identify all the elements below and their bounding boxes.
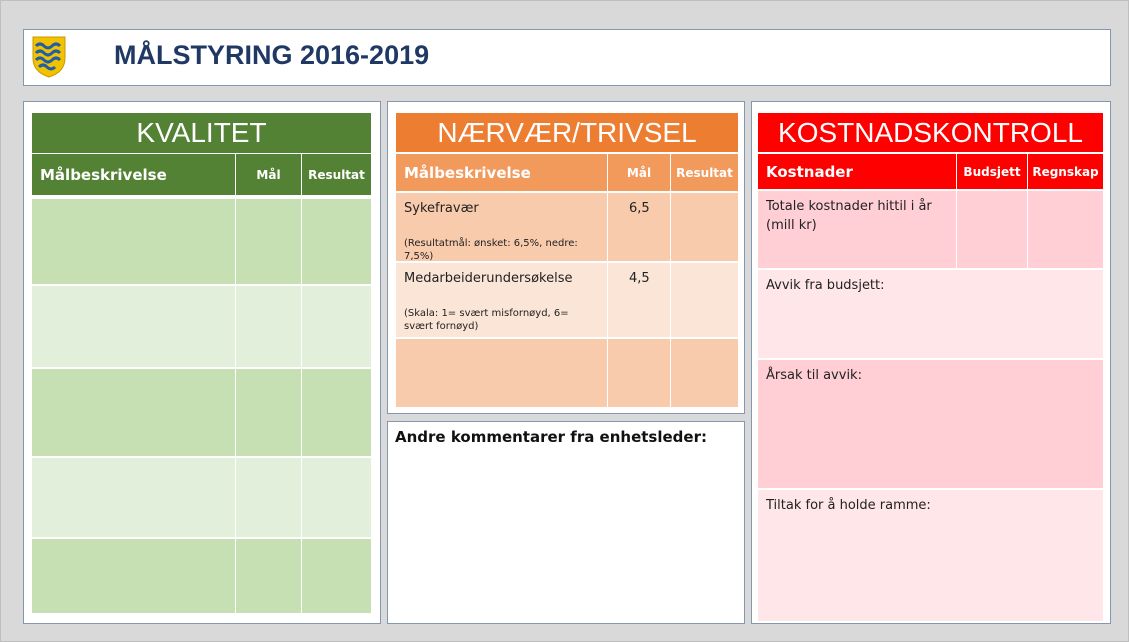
table-cell (396, 263, 607, 337)
table-cell (1028, 191, 1103, 268)
column-header: Resultat (671, 154, 738, 191)
table-cell (671, 339, 738, 407)
row-note: (Skala: 1= svært misfornøyd, 6= svært fo… (404, 308, 569, 332)
section-title: KOSTNADSKONTROLL (758, 113, 1103, 152)
table-cell (236, 286, 301, 367)
table-cell (758, 360, 1103, 488)
table-cell (302, 286, 371, 367)
table-cell (236, 369, 301, 456)
table-cell (758, 490, 1103, 621)
table-cell (302, 539, 371, 613)
comments-panel: Andre kommentarer fra enhetsleder: (387, 421, 745, 624)
row-label: Totale kostnader hittil i år (mill kr) (766, 199, 932, 233)
title: MÅLSTYRING 2016-2019 (114, 40, 430, 70)
table-cell (32, 539, 235, 613)
table-cell (396, 193, 607, 261)
row-label: Medarbeiderundersøkelse (404, 271, 573, 286)
row-label: Avvik fra budsjett: (766, 278, 885, 293)
table-cell (302, 199, 371, 284)
table-cell (671, 263, 738, 337)
table-cell (608, 193, 670, 261)
logo (32, 36, 66, 78)
column-header: Målbeskrivelse (396, 154, 607, 191)
column-header: Målbeskrivelse (32, 154, 235, 195)
table-cell (236, 458, 301, 537)
column-header: Kostnader (758, 154, 956, 189)
table-cell (32, 458, 235, 537)
table-cell (32, 286, 235, 367)
table-cell (236, 199, 301, 284)
table-cell (671, 193, 738, 261)
comments-title: Andre kommentarer fra enhetsleder: (395, 428, 707, 446)
row-label: Årsak til avvik: (766, 368, 862, 383)
column-header: Mål (236, 154, 301, 195)
header: MÅLSTYRING 2016-2019 (23, 29, 1111, 86)
column-header: Mål (608, 154, 670, 191)
column-header: Regnskap (1028, 154, 1103, 189)
table-cell (608, 263, 670, 337)
table-cell (758, 270, 1103, 358)
table-cell (957, 191, 1027, 268)
table-cell (302, 458, 371, 537)
row-label: Tiltak for å holde ramme: (766, 498, 931, 513)
table-cell (758, 191, 956, 268)
row-note: (Resultatmål: ønsket: 6,5%, nedre: 7,5%) (404, 238, 578, 262)
row-goal: 4,5 (629, 271, 650, 286)
table-cell (302, 369, 371, 456)
table-cell (32, 199, 235, 284)
section-title: NÆRVÆR/TRIVSEL (396, 113, 738, 152)
table-cell (32, 369, 235, 456)
row-label: Sykefravær (404, 201, 479, 216)
column-header: Resultat (302, 154, 371, 195)
row-goal: 6,5 (629, 201, 650, 216)
table-cell (396, 339, 607, 407)
column-header: Budsjett (957, 154, 1027, 189)
table-cell (608, 339, 670, 407)
section-title: KVALITET (32, 113, 371, 153)
table-cell (236, 539, 301, 613)
